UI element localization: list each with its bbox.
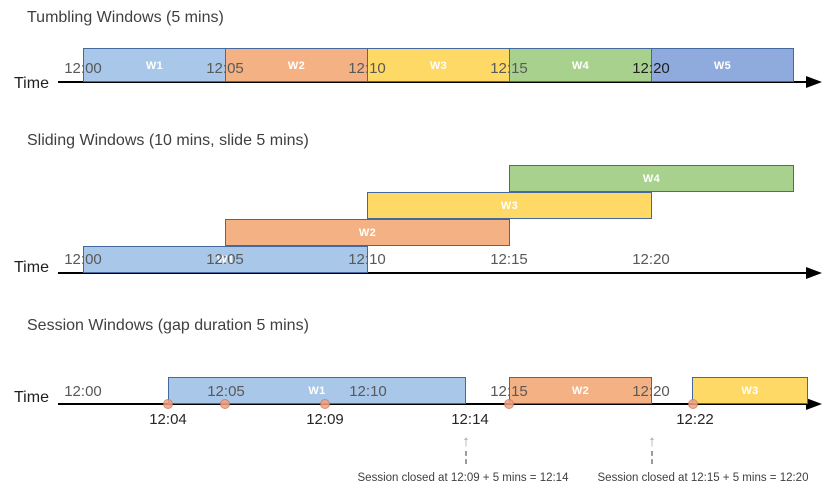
window-label: W5	[713, 60, 732, 72]
axis-tick-label: 12:05	[207, 383, 245, 400]
window-label: W3	[741, 384, 759, 397]
time-axis-line	[58, 81, 808, 83]
axis-tick-label: 12:20	[632, 251, 670, 268]
window-label: W1	[145, 60, 164, 72]
window-label: W4	[642, 172, 661, 185]
event-time-label: 12:22	[676, 411, 714, 428]
session-closed-annotation: Session closed at 12:15 + 5 mins = 12:20	[597, 472, 809, 484]
window-box-w3: W3	[692, 377, 808, 404]
window-box-w3: W3	[367, 48, 510, 82]
window-label: W3	[500, 199, 519, 212]
axis-tick-label: 12:00	[64, 251, 102, 268]
window-label: W1	[216, 253, 235, 266]
window-box-w4: W4	[509, 48, 652, 82]
axis-arrow-icon	[806, 267, 822, 279]
window-box-w1: W1	[83, 246, 368, 273]
axis-tick-label: 12:10	[348, 60, 386, 77]
axis-tick-label: 12:00	[64, 383, 102, 400]
axis-tick-label: 12:05	[206, 251, 244, 268]
window-label: W1	[308, 384, 326, 397]
session-closed-annotation: Session closed at 12:09 + 5 mins = 12:14	[357, 472, 569, 484]
window-label: W2	[287, 60, 306, 72]
event-time-label: 12:04	[149, 411, 187, 428]
time-axis-label: Time	[14, 389, 49, 406]
window-label: W2	[571, 384, 590, 397]
up-arrow-icon: ↑	[462, 433, 470, 450]
time-axis-line	[58, 403, 808, 405]
event-time-label: 12:09	[306, 411, 344, 428]
event-time-label: 12:14	[451, 411, 489, 428]
axis-tick-label: 12:20	[632, 60, 670, 77]
window-label: W3	[429, 60, 448, 72]
event-dot	[220, 399, 230, 409]
event-dot	[320, 399, 330, 409]
axis-tick-label: 12:05	[206, 60, 244, 77]
window-box-w2: W2	[509, 377, 652, 404]
section-title: Sliding Windows (10 mins, slide 5 mins)	[27, 132, 309, 149]
axis-tick-label: 12:15	[490, 383, 528, 400]
up-arrow-icon: ↑	[648, 433, 656, 450]
section-title: Tumbling Windows (5 mins)	[27, 9, 224, 26]
axis-arrow-icon	[806, 398, 822, 410]
time-axis-line	[58, 272, 808, 274]
window-label: W4	[571, 60, 590, 72]
time-axis-label: Time	[14, 259, 49, 276]
window-box-w1: W1	[168, 377, 466, 404]
axis-tick-label: 12:00	[64, 60, 102, 77]
window-box-w5: W5	[651, 48, 794, 82]
dashed-arrow-line	[465, 451, 467, 464]
axis-tick-label: 12:20	[632, 383, 670, 400]
dashed-arrow-line	[651, 451, 653, 464]
axis-arrow-icon	[806, 76, 822, 88]
window-label: W2	[358, 226, 377, 239]
window-box-w2: W2	[225, 219, 510, 246]
time-axis-label: Time	[14, 75, 49, 92]
event-dot	[504, 399, 514, 409]
axis-tick-label: 12:15	[490, 251, 528, 268]
axis-tick-label: 12:15	[490, 60, 528, 77]
window-box-w3: W3	[367, 192, 652, 219]
event-dot	[163, 399, 173, 409]
section-title: Session Windows (gap duration 5 mins)	[27, 317, 309, 334]
event-dot	[688, 399, 698, 409]
axis-tick-label: 12:10	[349, 383, 387, 400]
axis-tick-label: 12:10	[348, 251, 386, 268]
window-box-w4: W4	[509, 165, 794, 192]
